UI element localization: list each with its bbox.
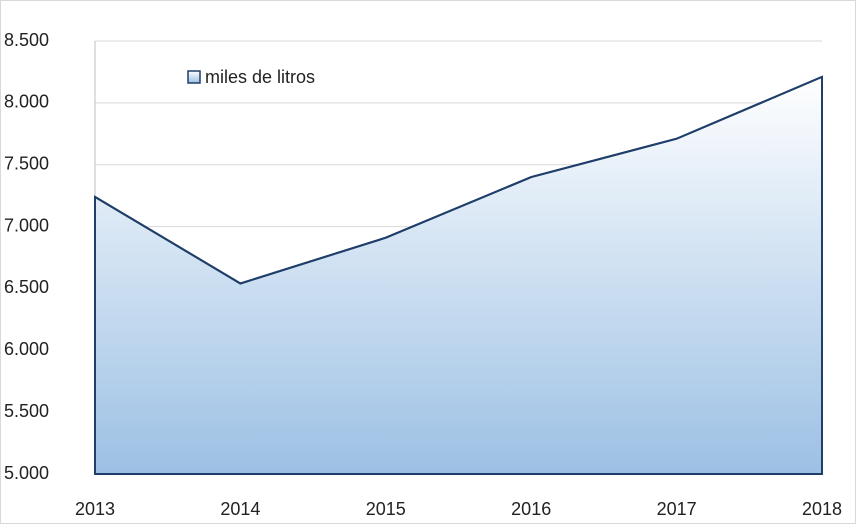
- y-tick-label: 7.500: [4, 153, 49, 173]
- x-tick-label: 2016: [511, 499, 551, 519]
- line: [94, 75, 823, 285]
- y-tick-label: 7.000: [4, 215, 49, 235]
- y-tick-label: 8.000: [4, 92, 49, 112]
- x-tick-label: 2014: [220, 499, 260, 519]
- x-tick-label: 2013: [75, 499, 115, 519]
- x-tick-label: 2015: [366, 499, 406, 519]
- legend-swatch: [187, 70, 201, 84]
- y-tick-label: 6.500: [4, 277, 49, 297]
- y-tick-label: 5.500: [4, 401, 49, 421]
- y-tick-label: 6.000: [4, 339, 49, 359]
- y-tick-label: 5.000: [4, 463, 49, 483]
- x-tick-label: 2017: [657, 499, 697, 519]
- y-tick-label: 8.500: [4, 30, 49, 50]
- legend-label: miles de litros: [205, 67, 315, 87]
- x-tick-label: 2018: [802, 499, 842, 519]
